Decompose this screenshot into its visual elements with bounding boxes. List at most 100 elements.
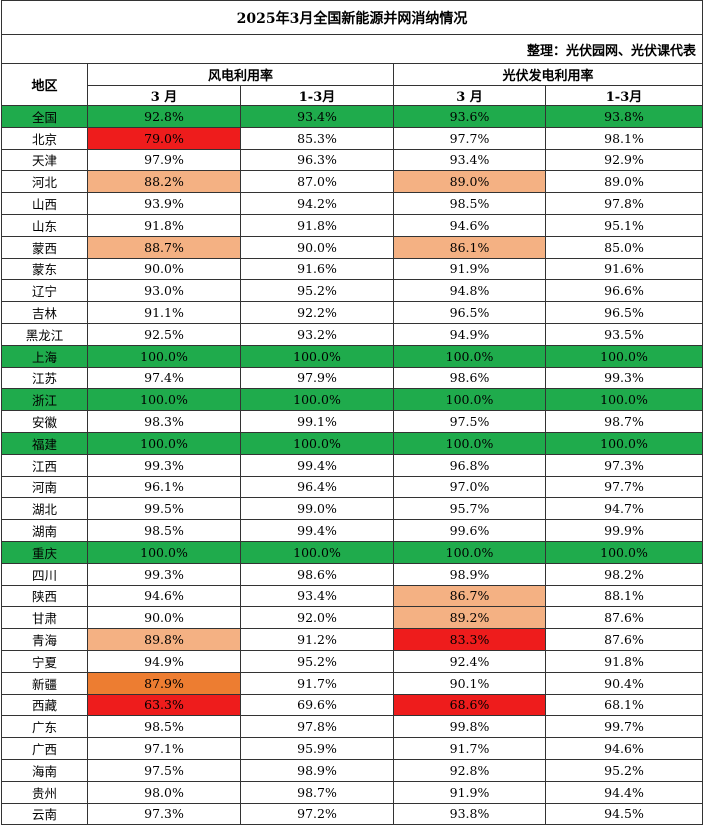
- value-cell: 97.8%: [240, 715, 394, 739]
- data-row: 吉林 91.1% 92.2% 96.5% 96.5%: [1, 301, 703, 324]
- value-cell: 93.4%: [393, 148, 546, 172]
- region-cell: 河北: [1, 170, 88, 194]
- value-cell: 68.6%: [393, 693, 546, 717]
- data-row: 黑龙江 92.5% 93.2% 94.9% 93.5%: [1, 322, 703, 346]
- region-cell: 蒙东: [1, 257, 88, 281]
- region-cell: 天津: [1, 148, 88, 172]
- value-cell: 89.2%: [393, 606, 546, 630]
- value-cell: 96.5%: [545, 301, 703, 324]
- data-row: 上海 100.0% 100.0% 100.0% 100.0%: [1, 344, 703, 368]
- value-cell: 92.5%: [87, 322, 241, 346]
- value-cell: 97.2%: [240, 802, 394, 826]
- value-cell: 93.6%: [393, 105, 546, 128]
- value-cell: 100.0%: [545, 388, 703, 412]
- value-cell: 85.3%: [240, 126, 394, 150]
- value-cell: 91.6%: [545, 257, 703, 281]
- data-row: 全国 92.8% 93.4% 93.6% 93.8%: [1, 105, 703, 128]
- source: 整理：光伏园网、光伏课代表: [1, 34, 703, 64]
- data-row: 福建 100.0% 100.0% 100.0% 100.0%: [1, 431, 703, 455]
- value-cell: 97.3%: [545, 453, 703, 477]
- region-cell: 辽宁: [1, 279, 88, 303]
- value-cell: 94.5%: [545, 802, 703, 826]
- value-cell: 68.1%: [545, 693, 703, 717]
- region-cell: 四川: [1, 562, 88, 586]
- value-cell: 94.9%: [393, 322, 546, 346]
- data-row: 甘肃 90.0% 92.0% 89.2% 87.6%: [1, 606, 703, 630]
- value-cell: 97.1%: [87, 737, 241, 760]
- data-row: 天津 97.9% 96.3% 93.4% 92.9%: [1, 148, 703, 172]
- value-cell: 94.6%: [393, 213, 546, 237]
- data-row: 蒙东 90.0% 91.6% 91.9% 91.6%: [1, 257, 703, 281]
- value-cell: 91.8%: [87, 213, 241, 237]
- value-cell: 96.8%: [393, 453, 546, 477]
- region-cell: 江苏: [1, 366, 88, 390]
- value-cell: 90.0%: [240, 235, 394, 259]
- value-cell: 98.1%: [545, 126, 703, 150]
- value-cell: 91.2%: [240, 628, 394, 651]
- value-cell: 100.0%: [240, 431, 394, 455]
- region-cell: 湖北: [1, 497, 88, 521]
- value-cell: 99.1%: [240, 410, 394, 433]
- value-cell: 100.0%: [240, 388, 394, 412]
- value-cell: 94.4%: [545, 780, 703, 804]
- region-cell: 海南: [1, 758, 88, 782]
- value-cell: 97.8%: [545, 192, 703, 215]
- data-row: 广东 98.5% 97.8% 99.8% 99.7%: [1, 715, 703, 739]
- value-cell: 98.5%: [87, 715, 241, 739]
- region-cell: 广东: [1, 715, 88, 739]
- value-cell: 98.3%: [87, 410, 241, 433]
- data-row: 青海 89.8% 91.2% 83.3% 87.6%: [1, 628, 703, 651]
- value-cell: 92.2%: [240, 301, 394, 324]
- data-row: 湖北 99.5% 99.0% 95.7% 94.7%: [1, 497, 703, 521]
- region-cell: 安徽: [1, 410, 88, 433]
- value-cell: 93.5%: [545, 322, 703, 346]
- value-cell: 87.6%: [545, 628, 703, 651]
- value-cell: 100.0%: [393, 388, 546, 412]
- region-header: 地区: [1, 63, 88, 106]
- value-cell: 94.6%: [545, 737, 703, 760]
- value-cell: 93.0%: [87, 279, 241, 303]
- value-cell: 98.6%: [240, 562, 394, 586]
- data-row: 浙江 100.0% 100.0% 100.0% 100.0%: [1, 388, 703, 412]
- value-cell: 92.8%: [87, 105, 241, 128]
- value-cell: 95.2%: [240, 279, 394, 303]
- value-cell: 96.6%: [545, 279, 703, 303]
- data-row: 宁夏 94.9% 95.2% 92.4% 91.8%: [1, 649, 703, 673]
- value-cell: 97.3%: [87, 802, 241, 826]
- value-cell: 99.5%: [87, 497, 241, 521]
- value-cell: 98.5%: [87, 519, 241, 542]
- value-cell: 99.6%: [393, 519, 546, 542]
- value-cell: 94.8%: [393, 279, 546, 303]
- title: 2025年3月全国新能源并网消纳情况: [1, 0, 703, 35]
- value-cell: 100.0%: [87, 388, 241, 412]
- value-cell: 98.6%: [393, 366, 546, 390]
- value-cell: 94.9%: [87, 649, 241, 673]
- value-cell: 97.5%: [87, 758, 241, 782]
- value-cell: 93.4%: [240, 584, 394, 608]
- data-row: 贵州 98.0% 98.7% 91.9% 94.4%: [1, 780, 703, 804]
- data-row: 四川 99.3% 98.6% 98.9% 98.2%: [1, 562, 703, 586]
- value-cell: 96.1%: [87, 475, 241, 499]
- subheader: 3 月: [87, 85, 241, 106]
- value-cell: 99.3%: [87, 562, 241, 586]
- value-cell: 100.0%: [87, 431, 241, 455]
- value-cell: 90.4%: [545, 671, 703, 695]
- value-cell: 96.3%: [240, 148, 394, 172]
- value-cell: 92.4%: [393, 649, 546, 673]
- region-cell: 江西: [1, 453, 88, 477]
- value-cell: 89.8%: [87, 628, 241, 651]
- value-cell: 100.0%: [87, 540, 241, 564]
- value-cell: 87.9%: [87, 671, 241, 695]
- value-cell: 79.0%: [87, 126, 241, 150]
- value-cell: 86.1%: [393, 235, 546, 259]
- data-row: 广西 97.1% 95.9% 91.7% 94.6%: [1, 737, 703, 760]
- value-cell: 69.6%: [240, 693, 394, 717]
- value-cell: 87.6%: [545, 606, 703, 630]
- value-cell: 100.0%: [240, 344, 394, 368]
- region-cell: 山东: [1, 213, 88, 237]
- value-cell: 95.1%: [545, 213, 703, 237]
- data-row: 山东 91.8% 91.8% 94.6% 95.1%: [1, 213, 703, 237]
- region-cell: 甘肃: [1, 606, 88, 630]
- region-cell: 黑龙江: [1, 322, 88, 346]
